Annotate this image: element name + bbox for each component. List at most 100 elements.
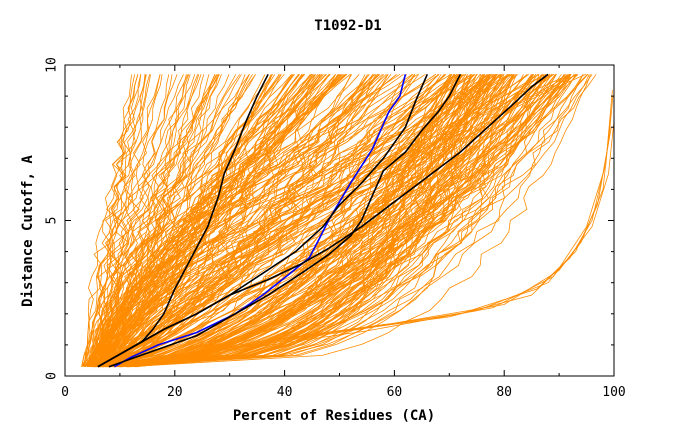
series-line-1 bbox=[97, 73, 269, 368]
background-model-curve bbox=[101, 74, 250, 367]
background-model-curve bbox=[103, 73, 437, 367]
background-model-curve bbox=[136, 74, 571, 368]
background-model-curve bbox=[88, 74, 340, 367]
background-model-curve bbox=[85, 74, 336, 367]
background-model-curve bbox=[95, 74, 217, 367]
background-model-curve bbox=[109, 74, 456, 368]
y-tick-label: 5 bbox=[45, 217, 60, 225]
background-model-curve bbox=[97, 73, 401, 367]
background-model-curve bbox=[90, 74, 216, 367]
background-model-curve bbox=[114, 74, 383, 367]
background-model-curve bbox=[118, 73, 397, 367]
background-model-curve bbox=[107, 74, 453, 368]
background-model-curve bbox=[94, 74, 348, 367]
background-model-curve bbox=[109, 74, 593, 368]
background-model-curve bbox=[81, 74, 136, 367]
background-model-curve bbox=[98, 74, 491, 368]
background-model-curve bbox=[108, 127, 612, 368]
background-model-curve bbox=[98, 74, 440, 368]
series-line-0 bbox=[114, 74, 407, 368]
background-model-curve bbox=[98, 74, 570, 368]
background-model-curve bbox=[119, 89, 613, 368]
background-model-curve bbox=[111, 74, 353, 368]
background-model-curve bbox=[92, 74, 503, 368]
background-model-curve bbox=[81, 74, 242, 367]
chart-title: T1092-D1 bbox=[314, 18, 381, 34]
background-model-curve bbox=[104, 74, 451, 368]
series-line-3 bbox=[108, 73, 462, 368]
background-model-curve bbox=[129, 74, 474, 368]
background-model-curve bbox=[95, 73, 554, 368]
x-tick-label: 80 bbox=[496, 385, 512, 400]
x-axis-label: Percent of Residues (CA) bbox=[233, 408, 435, 424]
background-model-curve bbox=[92, 74, 187, 367]
background-model-curve bbox=[95, 74, 551, 368]
background-model-curve bbox=[98, 74, 462, 368]
background-model-curve bbox=[116, 74, 320, 367]
series-line-4 bbox=[97, 73, 549, 368]
background-model-curve bbox=[120, 74, 517, 368]
background-model-curve bbox=[88, 74, 184, 367]
y-tick-label: 0 bbox=[45, 372, 60, 380]
background-model-curve bbox=[119, 74, 471, 368]
background-model-curve bbox=[99, 74, 230, 367]
background-model-curve bbox=[99, 74, 163, 367]
background-model-curve bbox=[103, 74, 468, 368]
background-model-curve bbox=[95, 74, 345, 367]
background-model-curve bbox=[93, 74, 190, 367]
background-model-curve bbox=[99, 74, 509, 368]
background-model-curve bbox=[108, 74, 540, 368]
background-model-curve bbox=[96, 74, 366, 368]
background-model-curve bbox=[117, 74, 316, 368]
background-model-curve bbox=[104, 74, 491, 368]
background-model-curve bbox=[122, 74, 472, 368]
background-model-curve bbox=[134, 74, 474, 368]
x-tick-labels: 0 20 40 60 80 100 bbox=[61, 385, 626, 400]
background-model-curve bbox=[84, 74, 139, 367]
x-tick-label: 20 bbox=[167, 385, 183, 400]
background-model-curve bbox=[107, 74, 414, 368]
background-model-curve bbox=[101, 74, 151, 367]
background-model-curve bbox=[135, 74, 464, 368]
background-model-curve bbox=[118, 74, 379, 368]
background-model-curve bbox=[93, 74, 498, 368]
x-tick-label: 40 bbox=[277, 385, 293, 400]
background-model-curve bbox=[99, 74, 504, 368]
background-model-curve bbox=[95, 74, 547, 368]
background-model-curve bbox=[106, 74, 548, 368]
background-model-curve bbox=[93, 74, 535, 368]
background-model-curve bbox=[135, 74, 557, 368]
y-axis-label: Distance Cutoff, A bbox=[20, 155, 36, 307]
background-model-curve bbox=[114, 74, 557, 368]
background-model-curve bbox=[94, 74, 132, 367]
x-tick-label: 60 bbox=[387, 385, 403, 400]
y-tick-labels: 0 5 10 bbox=[45, 57, 60, 380]
y-tick-label: 10 bbox=[45, 57, 60, 73]
background-model-curve bbox=[94, 74, 189, 367]
background-model-curve bbox=[109, 74, 453, 368]
background-model-curve bbox=[95, 74, 474, 368]
background-model-curve bbox=[93, 74, 508, 368]
background-model-curve bbox=[85, 74, 139, 367]
background-model-curve bbox=[121, 74, 477, 368]
background-model-curve bbox=[97, 74, 146, 367]
axis-ticks bbox=[64, 64, 615, 377]
background-model-curve bbox=[113, 73, 436, 367]
background-model-curve bbox=[87, 74, 375, 368]
background-model-curves bbox=[81, 73, 615, 368]
background-model-curve bbox=[98, 74, 539, 368]
background-model-curve bbox=[88, 74, 266, 367]
highlighted-model-curves bbox=[97, 73, 549, 368]
background-model-curve bbox=[119, 74, 457, 368]
background-model-curve bbox=[117, 74, 381, 367]
background-model-curve bbox=[127, 74, 591, 368]
background-model-curve bbox=[95, 74, 528, 368]
background-model-curve bbox=[108, 74, 590, 368]
background-model-curve bbox=[108, 120, 615, 368]
background-model-curve bbox=[93, 74, 584, 368]
background-model-curve bbox=[93, 74, 285, 367]
background-model-curve bbox=[94, 74, 415, 368]
x-tick-label: 100 bbox=[602, 385, 625, 400]
x-tick-label: 0 bbox=[61, 385, 69, 400]
